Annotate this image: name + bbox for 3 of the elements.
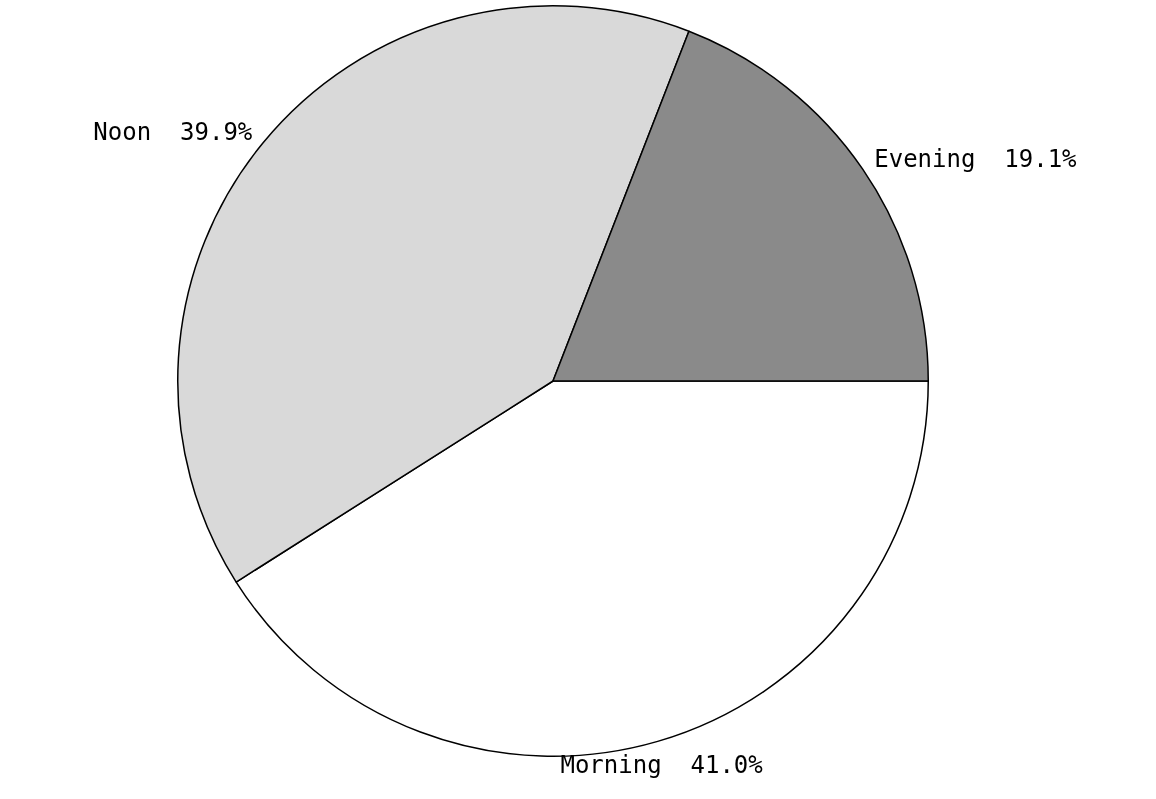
slice-label: Noon 39.9% [93,118,253,147]
slice-label: Evening 19.1% [874,145,1078,174]
slice-label: Morning 41.0% [560,751,764,780]
